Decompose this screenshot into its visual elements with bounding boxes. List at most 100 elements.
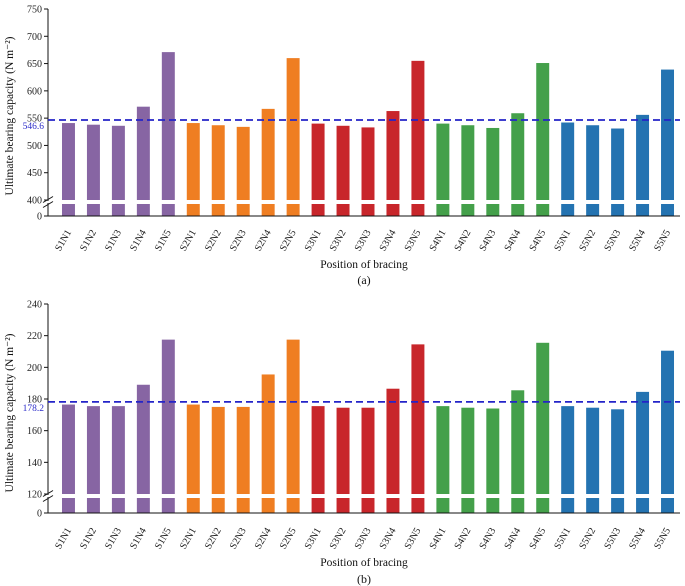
bar-S2N1: [186, 123, 200, 200]
bar-S3N3: [361, 127, 375, 200]
bar-S1N4: [136, 106, 150, 200]
y-tick-label: 160: [27, 426, 42, 437]
panel-a-bars: [61, 52, 675, 216]
y-tick-label: 120: [27, 490, 42, 501]
bar-S3N4: [386, 388, 400, 494]
y-tick-label: 500: [27, 141, 42, 152]
panel-a-y-axis: 400 450 500 550 600 650 700 750 0: [27, 5, 680, 223]
bar-stub-S5N3: [611, 498, 625, 513]
bar-S5N1: [561, 406, 575, 494]
bar-S5N3: [611, 409, 625, 494]
bar-S4N5: [536, 63, 550, 201]
bar-stub-S2N3: [236, 204, 250, 216]
bar-S4N2: [461, 407, 475, 494]
y-tick-label: 180: [27, 395, 42, 406]
bar-stub-S3N4: [386, 498, 400, 513]
bar-S2N2: [211, 406, 225, 494]
bar-stub-S1N2: [86, 498, 100, 513]
y-tick-label: 400: [27, 196, 42, 207]
bar-S3N2: [336, 125, 350, 200]
bar-S5N4: [636, 114, 650, 200]
bar-stub-S2N3: [236, 498, 250, 513]
bar-stub-S2N1: [186, 204, 200, 216]
y-tick-label: 650: [27, 59, 42, 70]
y-tick-label: 240: [27, 300, 42, 311]
bar-stub-S1N5: [161, 498, 175, 513]
bar-S1N1: [61, 123, 75, 200]
bar-S3N3: [361, 407, 375, 494]
bar-S5N3: [611, 128, 625, 200]
bar-S4N1: [436, 406, 450, 494]
bar-stub-S2N5: [286, 204, 300, 216]
panel-a-x-axis-label: Position of bracing: [320, 259, 408, 271]
panel-b-caption: (b): [357, 572, 371, 586]
bar-stub-S4N4: [511, 498, 525, 513]
panel-b-y-axis: 120 140 160 180 200 220 240 0: [27, 300, 680, 520]
bar-stub-S2N1: [186, 498, 200, 513]
bar-S4N2: [461, 125, 475, 200]
bar-S2N2: [211, 125, 225, 200]
bar-stub-S5N1: [561, 204, 575, 216]
bar-S5N5: [661, 69, 675, 201]
bar-stub-S4N3: [486, 204, 500, 216]
y-tick-label: 200: [27, 363, 42, 374]
bar-stub-S1N1: [61, 204, 75, 216]
panel-b-bars: [61, 339, 675, 513]
bar-S3N1: [311, 406, 325, 494]
bar-stub-S1N5: [161, 204, 175, 216]
bar-stub-S4N5: [536, 498, 550, 513]
bar-stub-S1N3: [111, 498, 125, 513]
axis-break-mark-1: [42, 495, 54, 502]
bar-stub-S5N4: [636, 498, 650, 513]
bar-S3N2: [336, 407, 350, 494]
bar-stub-S4N2: [461, 204, 475, 216]
bar-S3N4: [386, 111, 400, 200]
bar-stub-S3N5: [411, 204, 425, 216]
y-tick-label-zero: 0: [37, 509, 42, 520]
bar-S5N2: [586, 407, 600, 494]
bar-stub-S2N2: [211, 204, 225, 216]
bar-S1N2: [86, 124, 100, 200]
y-tick-label: 140: [27, 458, 42, 469]
bar-stub-S3N5: [411, 498, 425, 513]
bar-stub-S3N3: [361, 498, 375, 513]
bar-stub-S1N1: [61, 498, 75, 513]
panel-a-caption: (a): [357, 273, 370, 287]
bar-stub-S4N2: [461, 498, 475, 513]
bar-stub-S1N3: [111, 204, 125, 216]
bar-stub-S4N3: [486, 498, 500, 513]
bar-stub-S3N1: [311, 204, 325, 216]
bar-S2N3: [236, 126, 250, 200]
bar-S1N5: [161, 339, 175, 494]
y-tick-label: 450: [27, 168, 42, 179]
bar-stub-S2N2: [211, 498, 225, 513]
bar-S4N4: [511, 390, 525, 494]
bar-S2N5: [286, 339, 300, 494]
bar-stub-S3N2: [336, 498, 350, 513]
bar-stub-S1N2: [86, 204, 100, 216]
bar-S3N1: [311, 123, 325, 200]
y-tick-label: 220: [27, 331, 42, 342]
axis-break-mark-1: [42, 201, 54, 208]
bar-S2N4: [261, 374, 275, 494]
bar-S4N5: [536, 342, 550, 494]
bar-S4N3: [486, 127, 500, 200]
bar-S5N1: [561, 122, 575, 200]
bar-S2N4: [261, 108, 275, 200]
y-tick-label: 550: [27, 114, 42, 125]
bar-stub-S5N5: [661, 498, 675, 513]
bar-stub-S1N4: [136, 204, 150, 216]
y-tick-label-zero: 0: [37, 212, 42, 223]
y-tick-label: 600: [27, 86, 42, 97]
bar-S1N1: [61, 404, 75, 494]
bar-S1N3: [111, 125, 125, 200]
bar-S5N5: [661, 350, 675, 494]
bar-S5N2: [586, 125, 600, 200]
y-tick-label: 700: [27, 32, 42, 43]
bar-S1N4: [136, 384, 150, 494]
bar-stub-S4N1: [436, 204, 450, 216]
bar-S4N4: [511, 113, 525, 200]
panel-b-y-axis-label: Ultimate bearing capacity (N m⁻²): [4, 333, 16, 492]
bar-S1N2: [86, 406, 100, 494]
